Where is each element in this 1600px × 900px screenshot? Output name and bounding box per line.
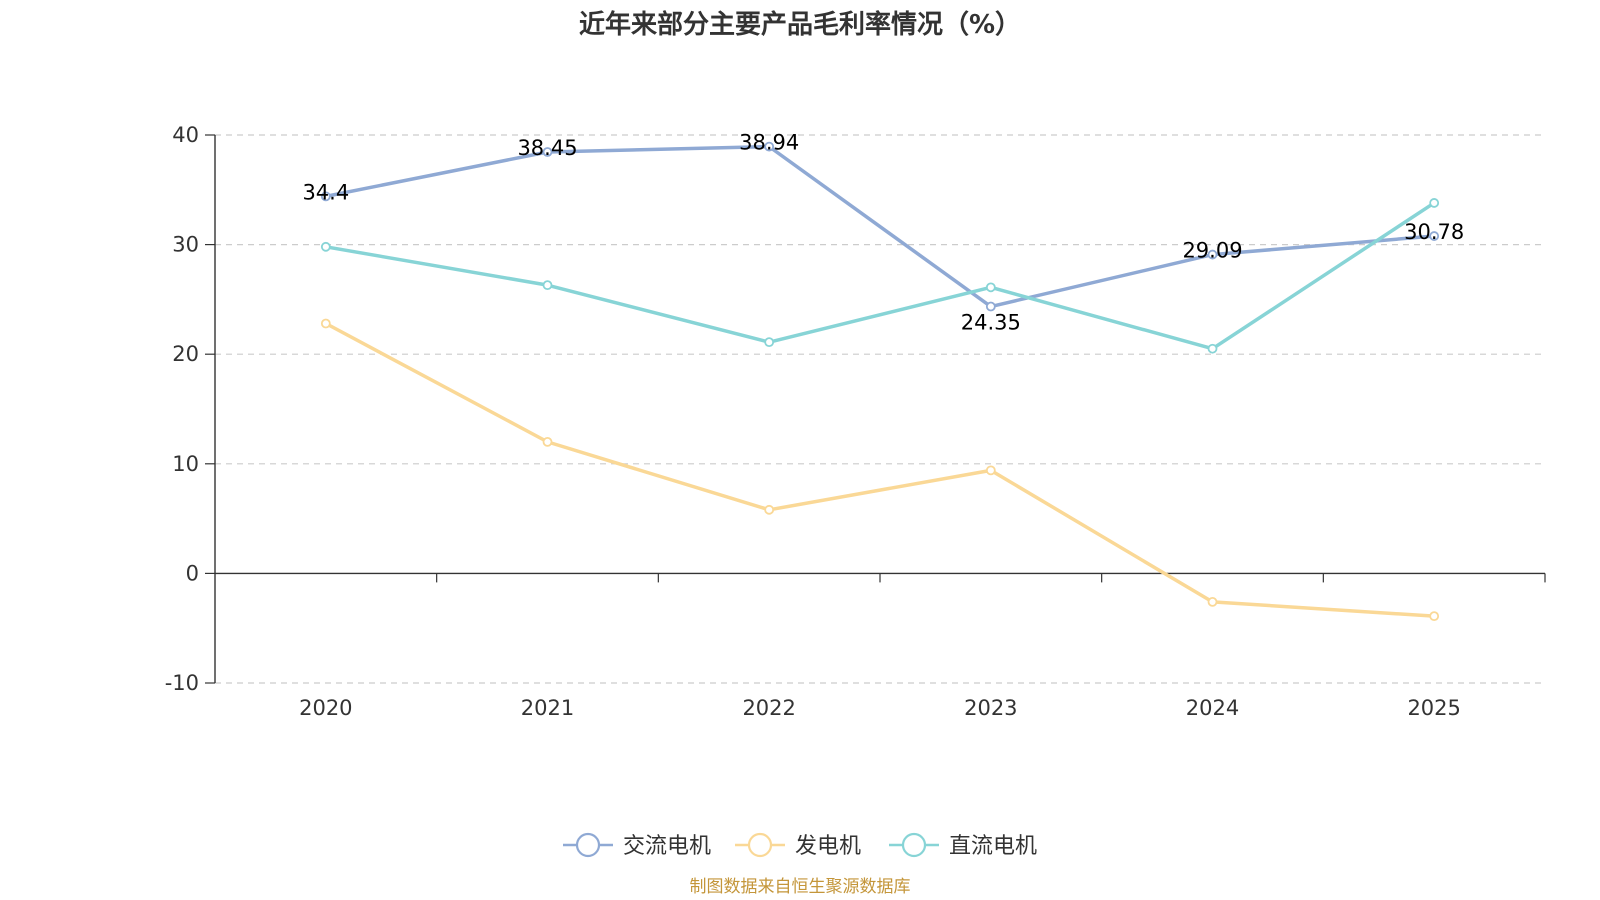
data-point bbox=[985, 282, 996, 293]
data-point bbox=[985, 301, 996, 312]
x-tick-label: 2021 bbox=[521, 696, 574, 720]
data-label: 34.4 bbox=[302, 180, 349, 204]
x-tick-label: 2022 bbox=[742, 696, 795, 720]
data-point bbox=[764, 337, 775, 348]
legend-item[interactable]: 直流电机 bbox=[889, 832, 1037, 859]
x-tick-label: 2025 bbox=[1407, 696, 1460, 720]
series-line-0 bbox=[325, 144, 1435, 309]
x-tick-label: 2020 bbox=[299, 696, 352, 720]
y-tick-label: 20 bbox=[172, 342, 199, 366]
legend-marker bbox=[747, 832, 773, 858]
series-lines bbox=[320, 141, 1440, 622]
data-label: 38.45 bbox=[517, 136, 577, 160]
y-tick-label: -10 bbox=[165, 671, 199, 695]
x-tick-label: 2023 bbox=[964, 696, 1017, 720]
y-tick-label: 30 bbox=[172, 233, 199, 257]
chart-title: 近年来部分主要产品毛利率情况（%） bbox=[579, 9, 1021, 40]
data-point bbox=[1207, 343, 1218, 354]
source-note: 制图数据来自恒生聚源数据库 bbox=[690, 877, 911, 897]
y-tick-label: 10 bbox=[172, 452, 199, 476]
data-point bbox=[1207, 249, 1218, 260]
data-label: 38.94 bbox=[739, 131, 799, 155]
grid bbox=[215, 134, 1545, 684]
data-point bbox=[1429, 231, 1440, 241]
data-label: 24.35 bbox=[961, 311, 1021, 335]
data-point bbox=[764, 141, 775, 152]
data-point bbox=[1429, 198, 1440, 208]
x-tick-label: 2024 bbox=[1186, 696, 1239, 720]
data-labels: 34.4 38.45 38.94 24.35 29.09 30.78 bbox=[302, 131, 1464, 335]
axes: 40 30 20 10 0 -10 2020 2021 2022 2023 2024 2025 bbox=[165, 123, 1546, 720]
legend-label: 直流电机 bbox=[949, 834, 1037, 859]
data-point bbox=[1207, 596, 1218, 607]
data-point bbox=[1429, 611, 1440, 622]
legend-item[interactable]: 交流电机 bbox=[563, 832, 711, 859]
series-line-1 bbox=[325, 321, 1435, 618]
legend-marker bbox=[901, 832, 927, 858]
data-point bbox=[320, 241, 331, 252]
y-tick-label: 0 bbox=[186, 561, 199, 585]
legend-label: 交流电机 bbox=[623, 834, 711, 859]
legend-marker bbox=[575, 832, 601, 858]
y-tick-label: 40 bbox=[172, 123, 199, 147]
data-label: 29.09 bbox=[1182, 239, 1242, 263]
data-point bbox=[542, 147, 553, 157]
legend[interactable]: 交流电机 发电机 直流电机 bbox=[563, 832, 1037, 859]
data-point bbox=[542, 280, 553, 291]
data-point bbox=[320, 191, 331, 202]
series-line-2 bbox=[325, 201, 1436, 351]
legend-label: 发电机 bbox=[795, 834, 861, 859]
data-point bbox=[764, 504, 775, 515]
data-point bbox=[542, 436, 553, 447]
data-point bbox=[320, 318, 331, 329]
data-point bbox=[985, 465, 996, 476]
data-label: 30.78 bbox=[1404, 220, 1464, 244]
legend-item[interactable]: 发电机 bbox=[735, 832, 861, 859]
